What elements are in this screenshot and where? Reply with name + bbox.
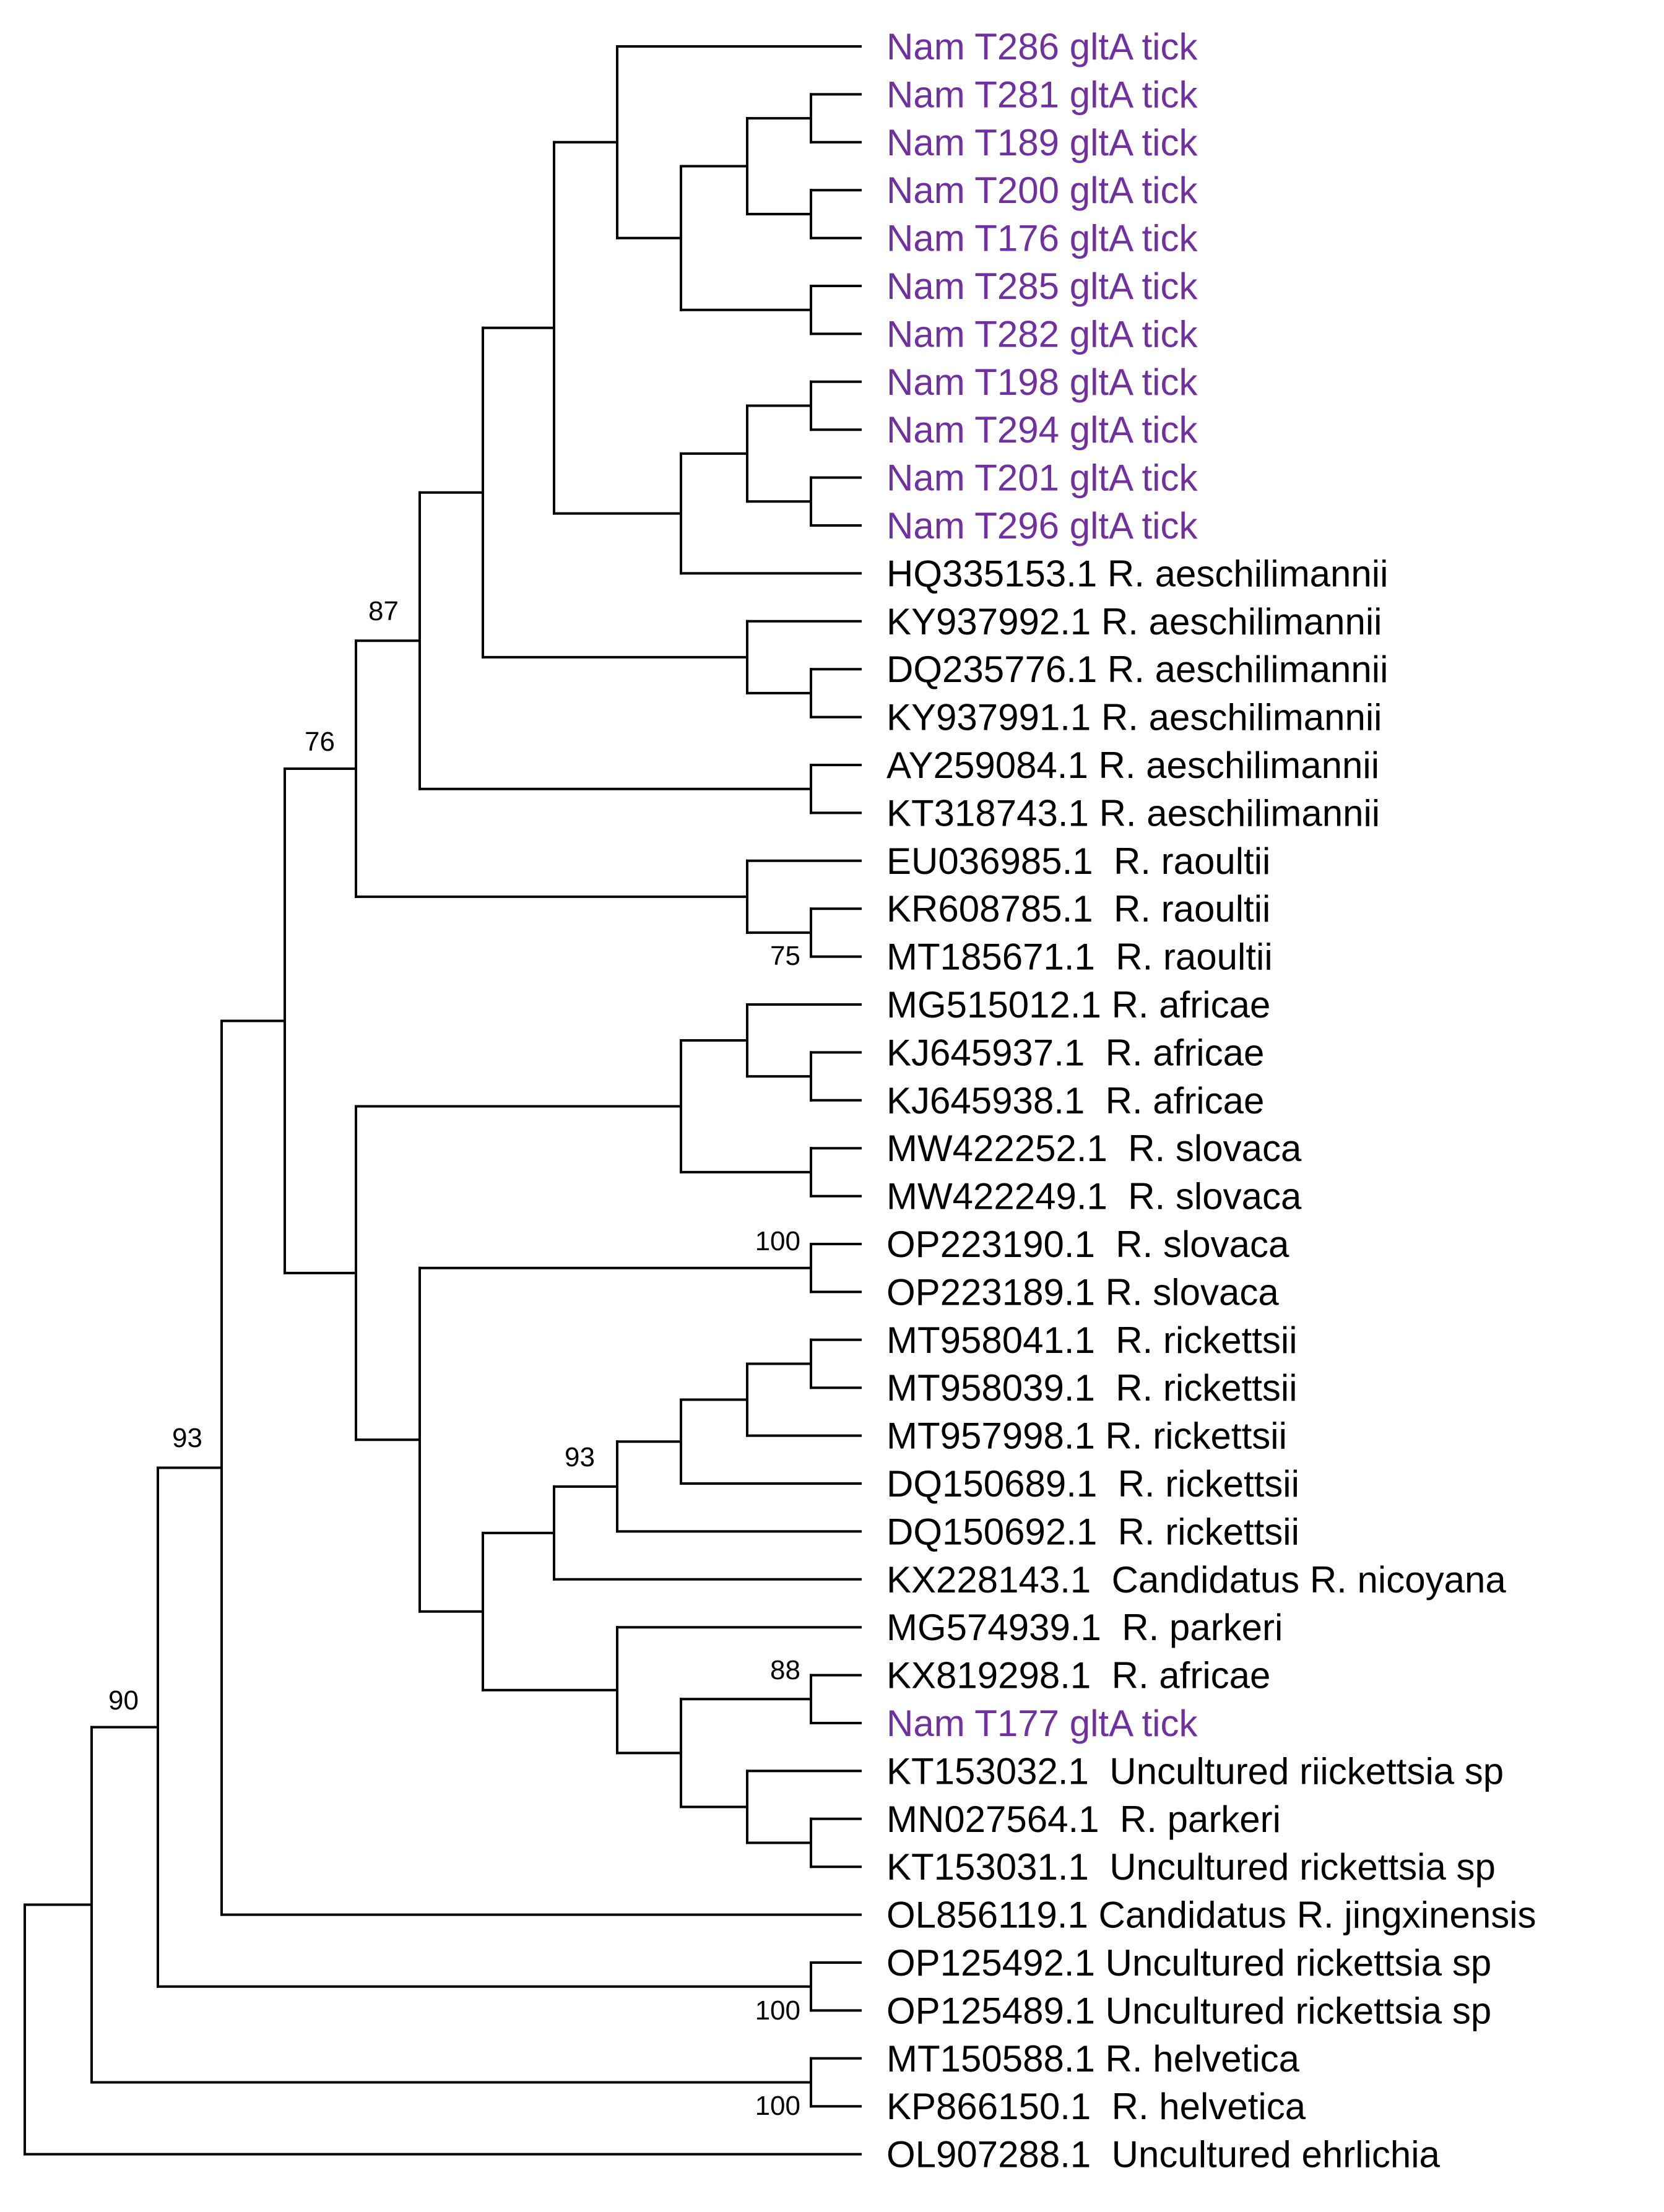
bootstrap-label: 76	[305, 727, 335, 757]
query-leaf-label: Nam T286 gltA tick	[886, 26, 1198, 67]
reference-leaf-label: KY937992.1 R. aeschilimannii	[886, 601, 1382, 642]
query-leaf-label: Nam T296 gltA tick	[886, 505, 1198, 547]
bootstrap-label: 88	[770, 1655, 800, 1685]
bootstrap-label: 100	[755, 1226, 800, 1256]
bootstrap-label: 90	[108, 1685, 139, 1716]
query-leaf-label: Nam T176 gltA tick	[886, 218, 1198, 259]
bootstrap-labels: 87 76 75 100 93 93 88 90 100 100	[108, 596, 800, 2121]
query-leaf-label: Nam T189 gltA tick	[886, 122, 1198, 163]
reference-leaf-label: MT958041.1 R. rickettsii	[886, 1320, 1298, 1361]
query-leaf-label: Nam T201 gltA tick	[886, 457, 1198, 499]
reference-leaf-label: OP125492.1 Uncultured rickettsia sp	[886, 1942, 1491, 1984]
reference-leaf-label: DQ235776.1 R. aeschilimannii	[886, 649, 1388, 690]
reference-leaf-label: MG515012.1 R. africae	[886, 984, 1270, 1026]
reference-leaf-label: DQ150689.1 R. rickettsii	[886, 1463, 1299, 1505]
reference-leaf-label: DQ150692.1 R. rickettsii	[886, 1511, 1299, 1552]
reference-leaf-label: MW422252.1 R. slovaca	[886, 1128, 1302, 1169]
reference-leaf-label: MT957998.1 R. rickettsii	[886, 1415, 1287, 1457]
reference-leaf-label: KR608785.1 R. raoultii	[886, 888, 1270, 930]
query-leaf-label: Nam T198 gltA tick	[886, 361, 1198, 403]
reference-leaf-label: KJ645938.1 R. africae	[886, 1080, 1264, 1121]
reference-leaf-label: KX228143.1 Candidatus R. nicoyana	[886, 1559, 1506, 1601]
query-leaf-label: Nam T177 gltA tick	[886, 1703, 1198, 1744]
reference-leaf-label: EU036985.1 R. raoultii	[886, 840, 1270, 882]
bootstrap-label: 93	[172, 1423, 202, 1453]
query-leaf-label: Nam T294 gltA tick	[886, 409, 1198, 451]
query-leaf-label: Nam T285 gltA tick	[886, 266, 1198, 307]
bootstrap-label: 75	[770, 941, 800, 971]
bootstrap-label: 87	[368, 596, 399, 626]
reference-leaf-label: HQ335153.1 R. aeschilimannii	[886, 553, 1388, 594]
query-leaf-label: Nam T281 gltA tick	[886, 74, 1198, 115]
bootstrap-label: 100	[755, 1995, 800, 2026]
reference-leaf-label: MT150588.1 R. helvetica	[886, 2038, 1300, 2080]
reference-leaf-label: OP223189.1 R. slovaca	[886, 1271, 1279, 1313]
bootstrap-label: 93	[565, 1442, 595, 1472]
reference-leaf-label: OP223190.1 R. slovaca	[886, 1224, 1289, 1265]
bootstrap-label: 100	[755, 2091, 800, 2121]
reference-leaf-label: MW422249.1 R. slovaca	[886, 1176, 1302, 1217]
reference-leaf-label: OL856119.1 Candidatus R. jingxinensis	[886, 1894, 1536, 1936]
reference-leaf-label: KT318743.1 R. aeschilimannii	[886, 792, 1380, 834]
query-leaf-label: Nam T200 gltA tick	[886, 170, 1198, 211]
reference-leaf-label: KP866150.1 R. helvetica	[886, 2086, 1306, 2127]
reference-leaf-label: KT153032.1 Uncultured riickettsia sp	[886, 1750, 1504, 1792]
reference-leaf-label: MN027564.1 R. parkeri	[886, 1799, 1281, 1840]
reference-leaf-label: KJ645937.1 R. africae	[886, 1032, 1264, 1073]
reference-leaf-label: MT958039.1 R. rickettsii	[886, 1367, 1298, 1409]
reference-leaf-label: KY937991.1 R. aeschilimannii	[886, 697, 1382, 738]
tree-branches	[24, 45, 862, 2156]
leaf-labels: Nam T286 gltA tick Nam T281 gltA tick Nam …	[886, 26, 1536, 2175]
reference-leaf-label: AY259084.1 R. aeschilimannii	[886, 745, 1379, 786]
reference-leaf-label: KT153031.1 Uncultured rickettsia sp	[886, 1846, 1496, 1888]
reference-leaf-label: OL907288.1 Uncultured ehrlichia	[886, 2134, 1441, 2175]
reference-leaf-label: OP125489.1 Uncultured rickettsia sp	[886, 1990, 1491, 2031]
reference-leaf-label: KX819298.1 R. africae	[886, 1655, 1270, 1696]
reference-leaf-label: MT185671.1 R. raoultii	[886, 936, 1273, 978]
query-leaf-label: Nam T282 gltA tick	[886, 313, 1198, 355]
reference-leaf-label: MG574939.1 R. parkeri	[886, 1607, 1283, 1648]
